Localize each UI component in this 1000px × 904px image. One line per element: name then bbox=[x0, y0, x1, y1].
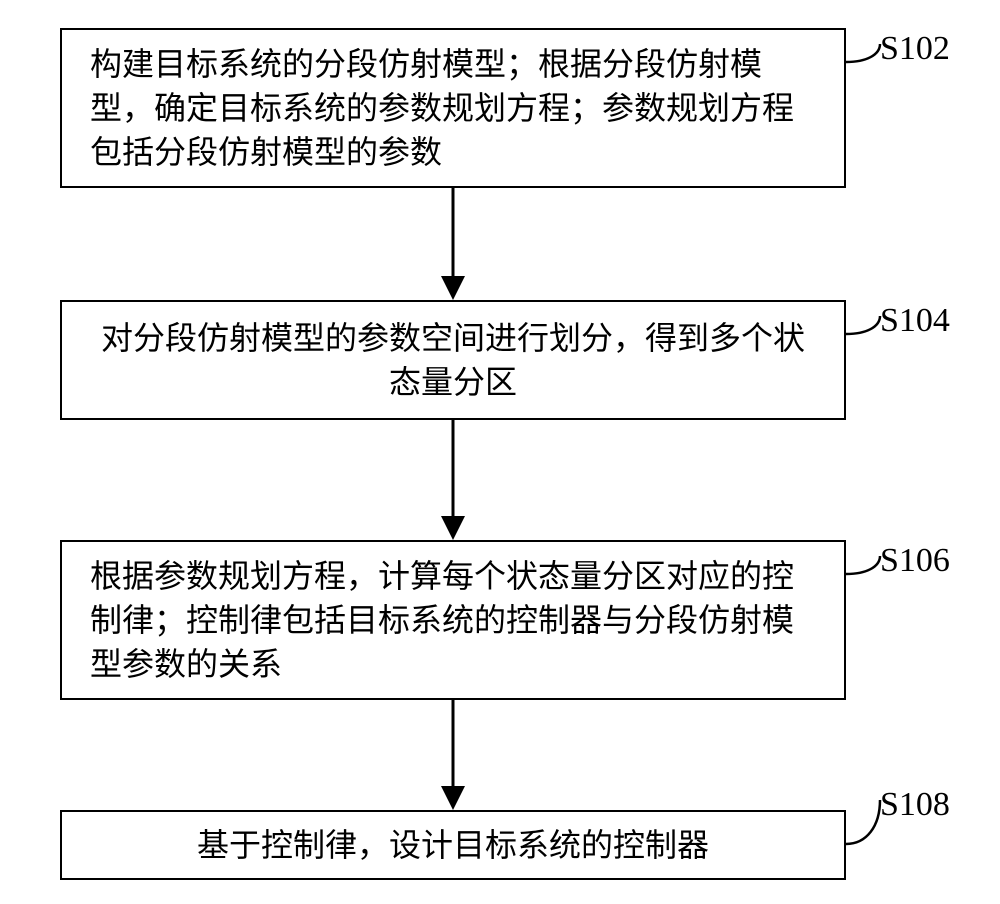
step-label-S104: S104 bbox=[880, 302, 950, 340]
flow-node-n2: 对分段仿射模型的参数空间进行划分，得到多个状态量分区 bbox=[60, 300, 846, 420]
flow-arrow bbox=[437, 188, 469, 300]
flow-node-n1: 构建目标系统的分段仿射模型；根据分段仿射模型，确定目标系统的参数规划方程；参数规… bbox=[60, 28, 846, 188]
flow-node-n3: 根据参数规划方程，计算每个状态量分区对应的控制律；控制律包括目标系统的控制器与分… bbox=[60, 540, 846, 700]
label-connector bbox=[842, 312, 884, 338]
flow-node-n4: 基于控制律，设计目标系统的控制器 bbox=[60, 810, 846, 880]
flow-node-text: 构建目标系统的分段仿射模型；根据分段仿射模型，确定目标系统的参数规划方程；参数规… bbox=[90, 42, 816, 174]
flow-arrow bbox=[437, 420, 469, 540]
step-label-S102: S102 bbox=[880, 30, 950, 68]
flowchart-canvas: 构建目标系统的分段仿射模型；根据分段仿射模型，确定目标系统的参数规划方程；参数规… bbox=[0, 0, 1000, 904]
label-connector bbox=[842, 796, 884, 848]
label-connector bbox=[842, 40, 884, 66]
flow-node-text: 对分段仿射模型的参数空间进行划分，得到多个状态量分区 bbox=[90, 316, 816, 404]
step-label-S108: S108 bbox=[880, 786, 950, 824]
flow-node-text: 根据参数规划方程，计算每个状态量分区对应的控制律；控制律包括目标系统的控制器与分… bbox=[90, 554, 816, 686]
flow-arrow bbox=[437, 700, 469, 810]
step-label-S106: S106 bbox=[880, 542, 950, 580]
flow-node-text: 基于控制律，设计目标系统的控制器 bbox=[90, 823, 816, 867]
label-connector bbox=[842, 552, 884, 578]
